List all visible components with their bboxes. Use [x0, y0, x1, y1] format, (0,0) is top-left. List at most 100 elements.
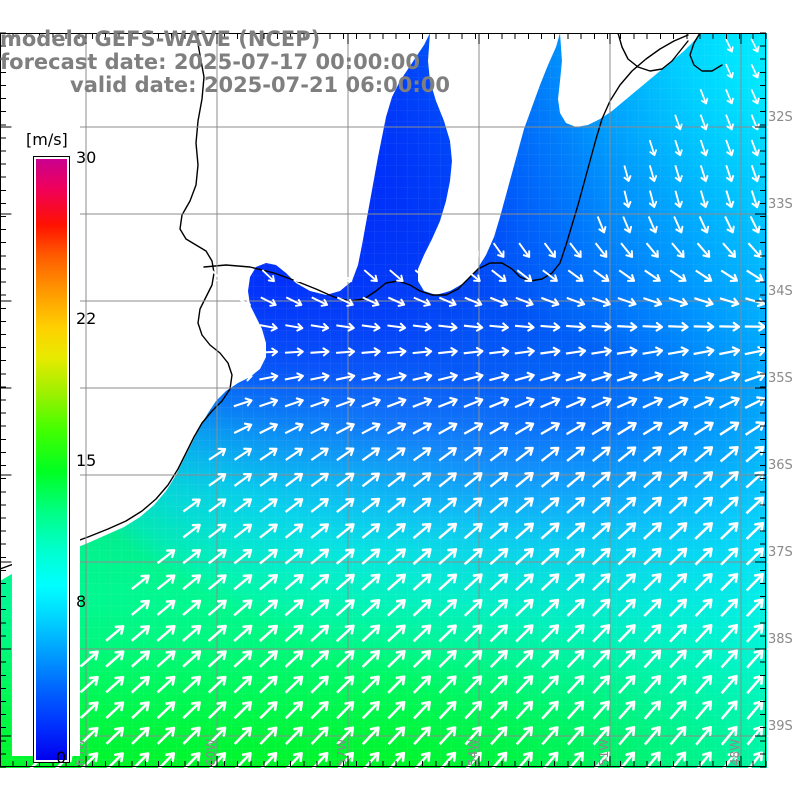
wind-arrow [639, 544, 665, 570]
wind-arrow [259, 266, 278, 285]
wind-arrow [283, 320, 304, 333]
wind-arrow [588, 621, 614, 647]
wind-arrow [537, 418, 562, 439]
wind-arrow [359, 395, 383, 412]
wind-arrow [434, 544, 461, 569]
map-plot-area[interactable] [0, 33, 767, 768]
wind-arrow [691, 345, 716, 359]
wind-arrow [665, 418, 691, 440]
wind-arrow [639, 418, 665, 440]
wind-arrow [486, 672, 511, 698]
wind-arrow [588, 468, 614, 492]
colorbar-gradient[interactable] [33, 156, 70, 763]
wind-arrow [358, 444, 383, 465]
wind-arrow [307, 723, 332, 749]
latitude-label-37S: 37S [768, 545, 793, 560]
wind-arrow [281, 570, 307, 595]
wind-arrow [204, 596, 230, 620]
land-mask-argentina [0, 33, 430, 581]
wind-arrow [409, 697, 435, 723]
wind-arrow [258, 320, 279, 333]
wind-arrow [537, 468, 563, 492]
wind-arrow [640, 646, 665, 672]
wind-arrow [722, 87, 736, 106]
wind-arrow [358, 621, 384, 646]
wind-arrow [717, 293, 741, 309]
wind-arrow [204, 621, 230, 646]
wind-arrow [231, 469, 255, 491]
wind-arrow [718, 266, 740, 285]
wind-arrow [514, 266, 535, 285]
wind-arrow [232, 371, 254, 384]
wind-arrow [335, 266, 355, 285]
wind-arrow [358, 595, 384, 621]
title-valid-date: valid date: 2025-07-21 06:00:00 [70, 73, 450, 97]
wind-arrow [747, 62, 762, 80]
wind-arrow [486, 419, 511, 439]
wind-arrow [588, 518, 614, 544]
wind-arrow [436, 370, 459, 385]
wind-arrow [411, 321, 433, 333]
wind-arrow [645, 188, 659, 209]
wind-arrow [563, 672, 588, 698]
wind-arrow [306, 646, 333, 672]
wind-arrow [640, 748, 665, 768]
wind-arrow [690, 493, 717, 518]
wind-arrow [615, 345, 639, 359]
wind-arrow [640, 345, 664, 359]
wind-arrow [153, 749, 179, 768]
wind-arrow [358, 748, 383, 768]
wind-arrow [205, 520, 229, 542]
wind-arrow [511, 544, 537, 569]
wind-arrow [511, 595, 537, 621]
wind-arrow [640, 394, 665, 413]
wind-arrow [537, 697, 563, 723]
wind-arrow [716, 418, 742, 440]
wind-arrow [179, 520, 204, 542]
wind-arrow [671, 163, 685, 184]
wind-arrow [461, 443, 486, 466]
wind-arrow [281, 646, 307, 672]
wind-arrow [665, 442, 691, 466]
wind-arrow [283, 293, 304, 309]
wind-arrow [332, 545, 358, 569]
wind-arrow [747, 163, 762, 184]
colorbar-unit-label: [m/s] [26, 130, 68, 149]
wind-arrow [204, 698, 230, 723]
wind-arrow [204, 570, 230, 594]
wind-arrow [486, 621, 512, 646]
wind-arrow [563, 418, 588, 439]
wind-arrow [334, 293, 356, 309]
wind-arrow [434, 595, 461, 621]
wind-arrow [721, 214, 737, 235]
wind-arrow [590, 293, 613, 309]
wind-arrow [308, 371, 331, 385]
wind-arrow [436, 293, 458, 309]
wind-arrow [306, 672, 332, 698]
wind-arrow [589, 345, 613, 359]
wind-arrow [671, 138, 685, 158]
wind-arrow [588, 443, 614, 466]
wind-arrow [614, 646, 639, 672]
wind-arrow [334, 346, 356, 358]
wind-arrow [412, 266, 432, 285]
wind-arrow [716, 569, 742, 595]
wind-arrow [434, 621, 460, 646]
colorbar-tick-0: 0 [56, 748, 67, 767]
wind-arrow [385, 370, 408, 385]
wind-arrow [563, 595, 588, 621]
wind-arrow [742, 369, 767, 387]
wind-arrow [743, 266, 766, 285]
wind-arrow [307, 545, 332, 569]
wind-arrow [588, 646, 614, 672]
wind-arrow [487, 293, 510, 309]
wind-arrow [562, 570, 588, 595]
wind-arrow [538, 346, 561, 359]
wind-arrow [153, 596, 179, 620]
wind-arrow [230, 495, 255, 517]
wind-arrow [307, 520, 332, 543]
wind-arrow [332, 646, 358, 672]
wind-arrow [258, 347, 279, 358]
colorbar-tick-30: 30 [76, 148, 97, 167]
wind-arrow [435, 469, 460, 491]
